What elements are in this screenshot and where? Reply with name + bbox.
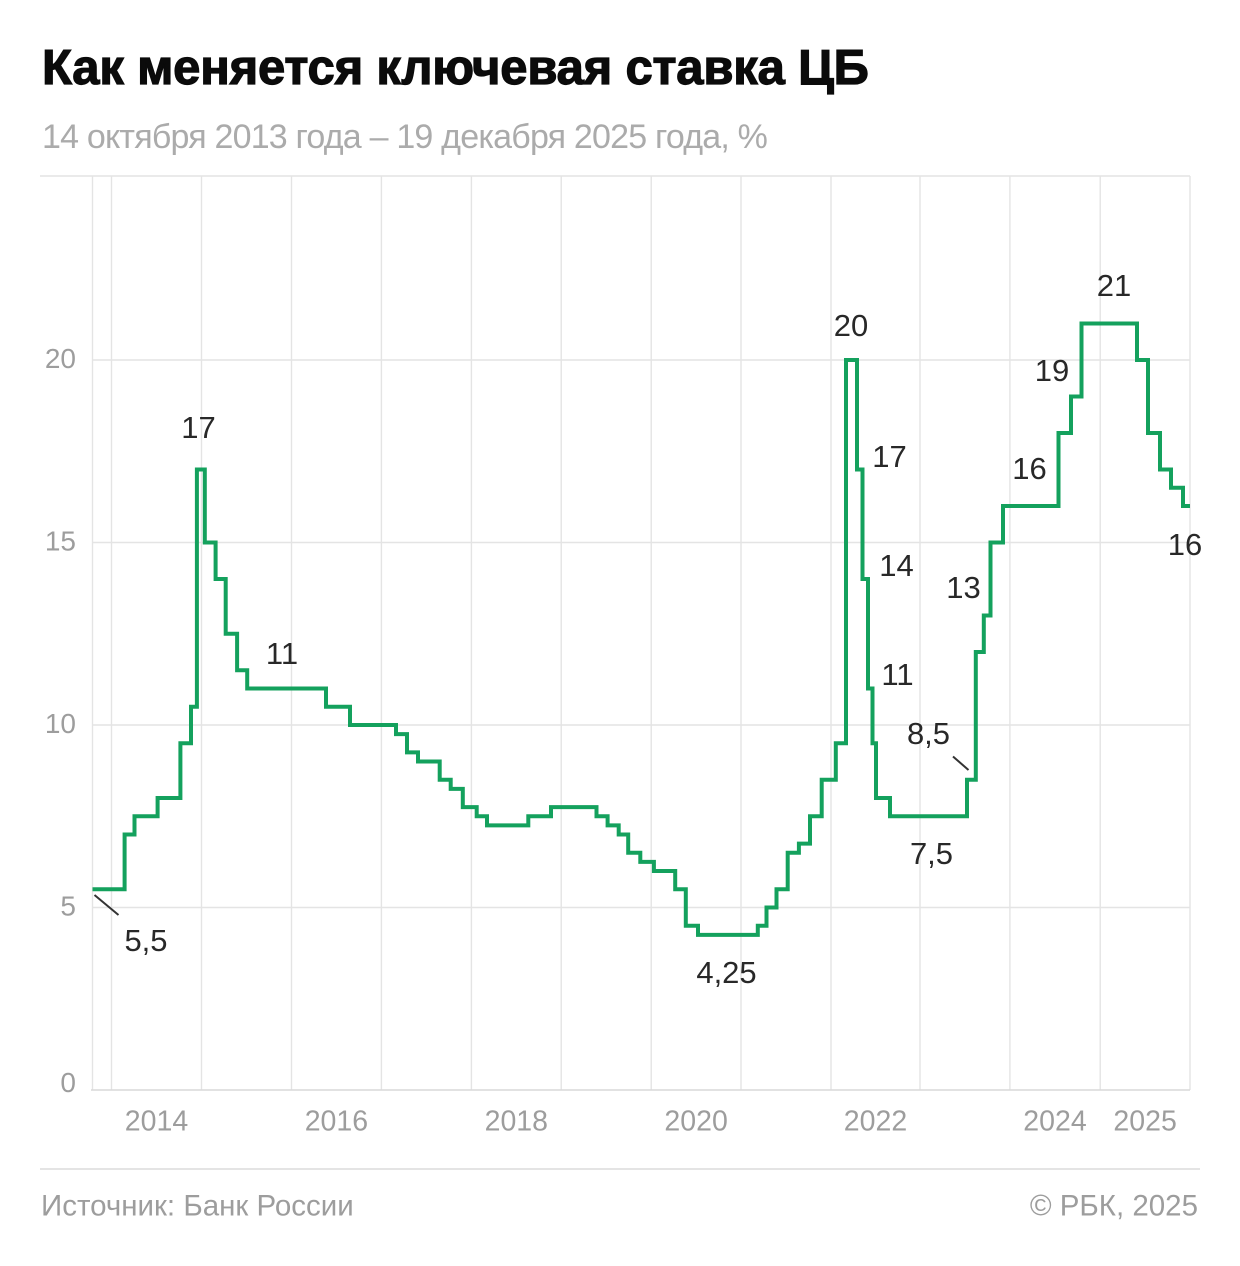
svg-text:2016: 2016 <box>305 1106 368 1138</box>
svg-text:7,5: 7,5 <box>910 836 953 871</box>
svg-text:16: 16 <box>1012 451 1046 486</box>
svg-text:© РБК, 2025: © РБК, 2025 <box>1030 1190 1198 1223</box>
svg-text:13: 13 <box>946 570 980 605</box>
svg-text:0: 0 <box>60 1067 76 1098</box>
svg-text:11: 11 <box>266 636 298 671</box>
svg-text:8,5: 8,5 <box>907 716 950 751</box>
svg-text:2022: 2022 <box>844 1106 907 1138</box>
svg-text:2025: 2025 <box>1113 1106 1176 1138</box>
svg-text:2024: 2024 <box>1023 1106 1087 1138</box>
svg-text:20: 20 <box>45 343 76 374</box>
svg-text:20: 20 <box>834 308 868 343</box>
svg-text:15: 15 <box>45 526 76 557</box>
svg-text:Как меняется ключевая ставка Ц: Как меняется ключевая ставка ЦБ <box>42 41 869 95</box>
svg-text:2018: 2018 <box>485 1106 548 1138</box>
svg-text:10: 10 <box>45 708 76 739</box>
svg-text:17: 17 <box>181 410 215 445</box>
svg-text:19: 19 <box>1035 353 1069 388</box>
svg-text:2014: 2014 <box>125 1106 189 1138</box>
svg-text:16: 16 <box>1168 527 1202 562</box>
svg-text:5,5: 5,5 <box>124 923 167 958</box>
svg-text:2020: 2020 <box>664 1106 727 1138</box>
svg-text:Источник: Банк России: Источник: Банк России <box>41 1190 354 1223</box>
svg-text:5: 5 <box>60 891 76 922</box>
svg-text:14: 14 <box>879 548 913 583</box>
svg-text:21: 21 <box>1097 268 1131 303</box>
svg-text:14 октября 2013 года – 19 дека: 14 октября 2013 года – 19 декабря 2025 г… <box>42 118 768 156</box>
svg-text:17: 17 <box>872 439 906 474</box>
svg-text:11: 11 <box>881 657 913 692</box>
svg-text:4,25: 4,25 <box>696 955 756 990</box>
